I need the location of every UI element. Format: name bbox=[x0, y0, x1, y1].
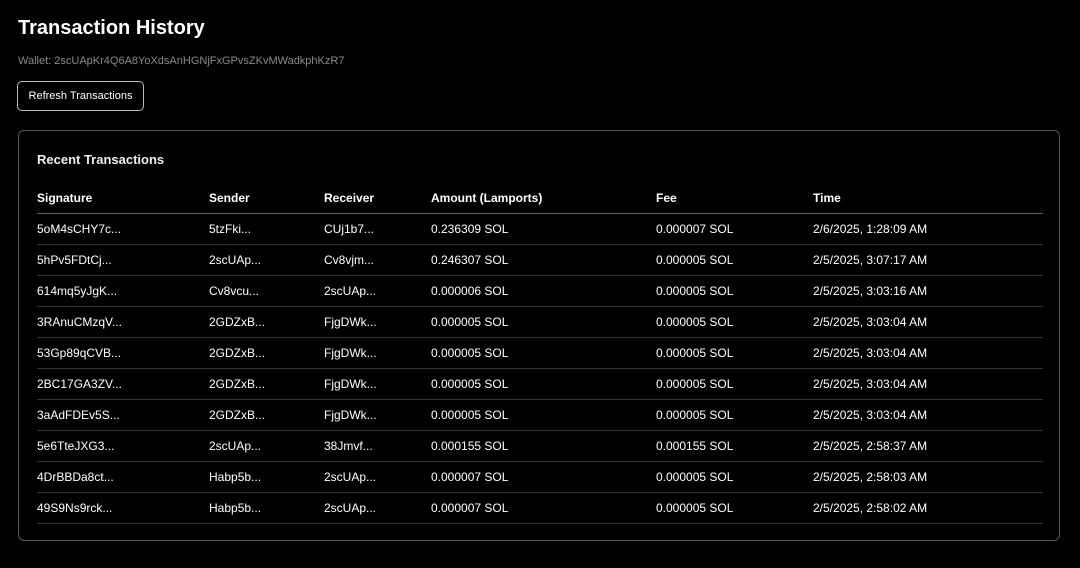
cell-amount: 0.000005 SOL bbox=[431, 306, 656, 338]
table-row: 2BC17GA3ZV... 2GDZxB... FjgDWk... 0.000005 … bbox=[37, 368, 1043, 400]
table-row: 53Gp89qCVB... 2GDZxB... FjgDWk... 0.000005 … bbox=[37, 337, 1043, 369]
cell-sender: Habp5b... bbox=[209, 461, 324, 493]
cell-fee: 0.000005 SOL bbox=[656, 244, 813, 276]
transactions-table: Signature Sender Receiver Amount (Lamports)… bbox=[37, 182, 1043, 524]
cell-fee: 0.000155 SOL bbox=[656, 430, 813, 462]
cell-fee: 0.000005 SOL bbox=[656, 337, 813, 369]
cell-signature: 4DrBBDa8ct... bbox=[37, 461, 209, 493]
cell-signature: 3aAdFDEv5S... bbox=[37, 399, 209, 431]
cell-sender: Habp5b... bbox=[209, 492, 324, 524]
cell-fee: 0.000007 SOL bbox=[656, 213, 813, 245]
cell-sender: 2scUAp... bbox=[209, 244, 324, 276]
cell-signature: 53Gp89qCVB... bbox=[37, 337, 209, 369]
cell-signature: 2BC17GA3ZV... bbox=[37, 368, 209, 400]
cell-amount: 0.000007 SOL bbox=[431, 461, 656, 493]
table-row: 614mq5yJgK... Cv8vcu... 2scUAp... 0.000006 … bbox=[37, 275, 1043, 307]
column-header-signature: Signature bbox=[37, 182, 209, 214]
cell-signature: 49S9Ns9rck... bbox=[37, 492, 209, 524]
cell-amount: 0.000006 SOL bbox=[431, 275, 656, 307]
cell-receiver: FjgDWk... bbox=[324, 306, 431, 338]
cell-sender: 2GDZxB... bbox=[209, 306, 324, 338]
cell-signature: 5oM4sCHY7c... bbox=[37, 213, 209, 245]
column-header-sender: Sender bbox=[209, 182, 324, 214]
table-row: 5oM4sCHY7c... 5tzFki... CUj1b7... 0.236309 … bbox=[37, 213, 1043, 245]
cell-amount: 0.000005 SOL bbox=[431, 399, 656, 431]
column-header-fee: Fee bbox=[656, 182, 813, 214]
cell-receiver: 2scUAp... bbox=[324, 275, 431, 307]
cell-time: 2/5/2025, 2:58:37 AM bbox=[813, 430, 1043, 462]
column-header-receiver: Receiver bbox=[324, 182, 431, 214]
cell-signature: 3RAnuCMzqV... bbox=[37, 306, 209, 338]
column-header-time: Time bbox=[813, 182, 1043, 214]
cell-amount: 0.246307 SOL bbox=[431, 244, 656, 276]
cell-fee: 0.000005 SOL bbox=[656, 492, 813, 524]
cell-amount: 0.000005 SOL bbox=[431, 368, 656, 400]
cell-time: 2/5/2025, 3:03:04 AM bbox=[813, 306, 1043, 338]
cell-sender: 2GDZxB... bbox=[209, 337, 324, 369]
cell-receiver: FjgDWk... bbox=[324, 399, 431, 431]
cell-sender: Cv8vcu... bbox=[209, 275, 324, 307]
cell-fee: 0.000005 SOL bbox=[656, 461, 813, 493]
cell-time: 2/5/2025, 3:07:17 AM bbox=[813, 244, 1043, 276]
table-header-row: Signature Sender Receiver Amount (Lamports)… bbox=[37, 182, 1043, 214]
cell-fee: 0.000005 SOL bbox=[656, 275, 813, 307]
column-header-amount: Amount (Lamports) bbox=[431, 182, 656, 214]
cell-time: 2/5/2025, 2:58:02 AM bbox=[813, 492, 1043, 524]
refresh-transactions-button[interactable]: Refresh Transactions bbox=[17, 81, 144, 111]
cell-amount: 0.236309 SOL bbox=[431, 213, 656, 245]
cell-receiver: FjgDWk... bbox=[324, 337, 431, 369]
table-row: 49S9Ns9rck... Habp5b... 2scUAp... 0.000007 … bbox=[37, 492, 1043, 524]
recent-transactions-card: Recent Transactions Signature Sender Recei… bbox=[18, 130, 1060, 541]
cell-receiver: FjgDWk... bbox=[324, 368, 431, 400]
cell-time: 2/5/2025, 3:03:04 AM bbox=[813, 399, 1043, 431]
cell-signature: 5hPv5FDtCj... bbox=[37, 244, 209, 276]
card-title: Recent Transactions bbox=[37, 152, 165, 167]
cell-receiver: 2scUAp... bbox=[324, 461, 431, 493]
cell-signature: 5e6TteJXG3... bbox=[37, 430, 209, 462]
page-title: Transaction History bbox=[18, 17, 205, 39]
cell-amount: 0.000005 SOL bbox=[431, 337, 656, 369]
cell-amount: 0.000007 SOL bbox=[431, 492, 656, 524]
table-row: 5hPv5FDtCj... 2scUAp... Cv8vjm... 0.246307 … bbox=[37, 244, 1043, 276]
cell-time: 2/5/2025, 3:03:04 AM bbox=[813, 337, 1043, 369]
table-row: 3aAdFDEv5S... 2GDZxB... FjgDWk... 0.000005 … bbox=[37, 399, 1043, 431]
cell-receiver: CUj1b7... bbox=[324, 213, 431, 245]
cell-time: 2/6/2025, 1:28:09 AM bbox=[813, 213, 1043, 245]
cell-fee: 0.000005 SOL bbox=[656, 399, 813, 431]
cell-receiver: Cv8vjm... bbox=[324, 244, 431, 276]
cell-time: 2/5/2025, 3:03:16 AM bbox=[813, 275, 1043, 307]
table-row: 5e6TteJXG3... 2scUAp... 38Jmvf... 0.000155 … bbox=[37, 430, 1043, 462]
cell-time: 2/5/2025, 2:58:03 AM bbox=[813, 461, 1043, 493]
cell-amount: 0.000155 SOL bbox=[431, 430, 656, 462]
table-row: 4DrBBDa8ct... Habp5b... 2scUAp... 0.000007 … bbox=[37, 461, 1043, 493]
cell-sender: 2GDZxB... bbox=[209, 368, 324, 400]
cell-sender: 2GDZxB... bbox=[209, 399, 324, 431]
wallet-address: Wallet: 2scUApKr4Q6A8YoXdsAnHGNjFxGPvsZK… bbox=[18, 55, 345, 67]
cell-receiver: 2scUAp... bbox=[324, 492, 431, 524]
cell-sender: 2scUAp... bbox=[209, 430, 324, 462]
cell-receiver: 38Jmvf... bbox=[324, 430, 431, 462]
table-row: 3RAnuCMzqV... 2GDZxB... FjgDWk... 0.000005 … bbox=[37, 306, 1043, 338]
cell-signature: 614mq5yJgK... bbox=[37, 275, 209, 307]
cell-fee: 0.000005 SOL bbox=[656, 306, 813, 338]
cell-fee: 0.000005 SOL bbox=[656, 368, 813, 400]
cell-sender: 5tzFki... bbox=[209, 213, 324, 245]
cell-time: 2/5/2025, 3:03:04 AM bbox=[813, 368, 1043, 400]
